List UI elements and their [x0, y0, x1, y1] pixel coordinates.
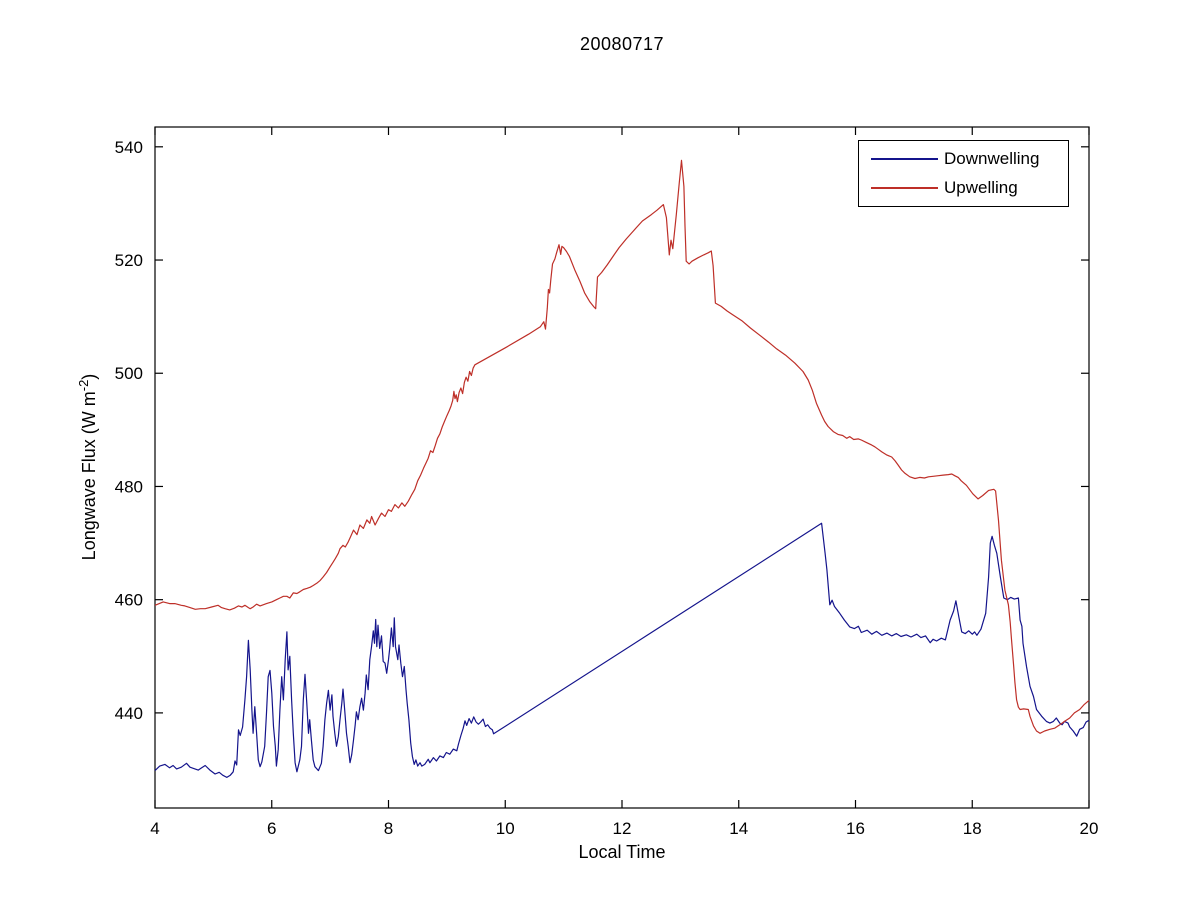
legend-label-upwelling: Upwelling	[944, 178, 1018, 197]
y-axis-label: Longwave Flux (W m-2)	[76, 374, 100, 561]
y-axis-label-text: Longwave Flux (W m	[79, 391, 99, 561]
chart-title: 20080717	[579, 34, 665, 54]
plot-box	[154, 126, 1090, 809]
y-axis-label-close: )	[79, 373, 99, 380]
legend-line-upwelling-icon	[871, 187, 938, 189]
y-axis-label-superscript: -2	[76, 379, 91, 392]
legend-item-downwelling: Downwelling	[859, 149, 1068, 169]
y-tick-label: 520	[115, 251, 143, 270]
series-line-upwelling	[154, 159, 1090, 734]
series-line-downwelling	[154, 522, 1090, 779]
legend: Downwelling Upwelling	[858, 140, 1069, 207]
x-tick-label: 14	[729, 819, 748, 838]
y-tick-label: 440	[115, 704, 143, 723]
x-tick-label: 6	[267, 819, 276, 838]
legend-line-downwelling-icon	[871, 158, 938, 160]
x-tick-label: 20	[1080, 819, 1099, 838]
legend-item-upwelling: Upwelling	[859, 178, 1068, 198]
y-tick-label: 460	[115, 591, 143, 610]
x-tick-label: 18	[963, 819, 982, 838]
y-tick-label: 480	[115, 477, 143, 496]
x-tick-label: 12	[613, 819, 632, 838]
y-tick-label: 540	[115, 138, 143, 157]
x-tick-label: 8	[384, 819, 393, 838]
x-tick-label: 10	[496, 819, 515, 838]
legend-label-downwelling: Downwelling	[944, 149, 1040, 168]
x-axis-label: Local Time	[578, 842, 666, 862]
y-tick-label: 500	[115, 364, 143, 383]
x-tick-label: 16	[846, 819, 865, 838]
x-tick-label: 4	[150, 819, 159, 838]
